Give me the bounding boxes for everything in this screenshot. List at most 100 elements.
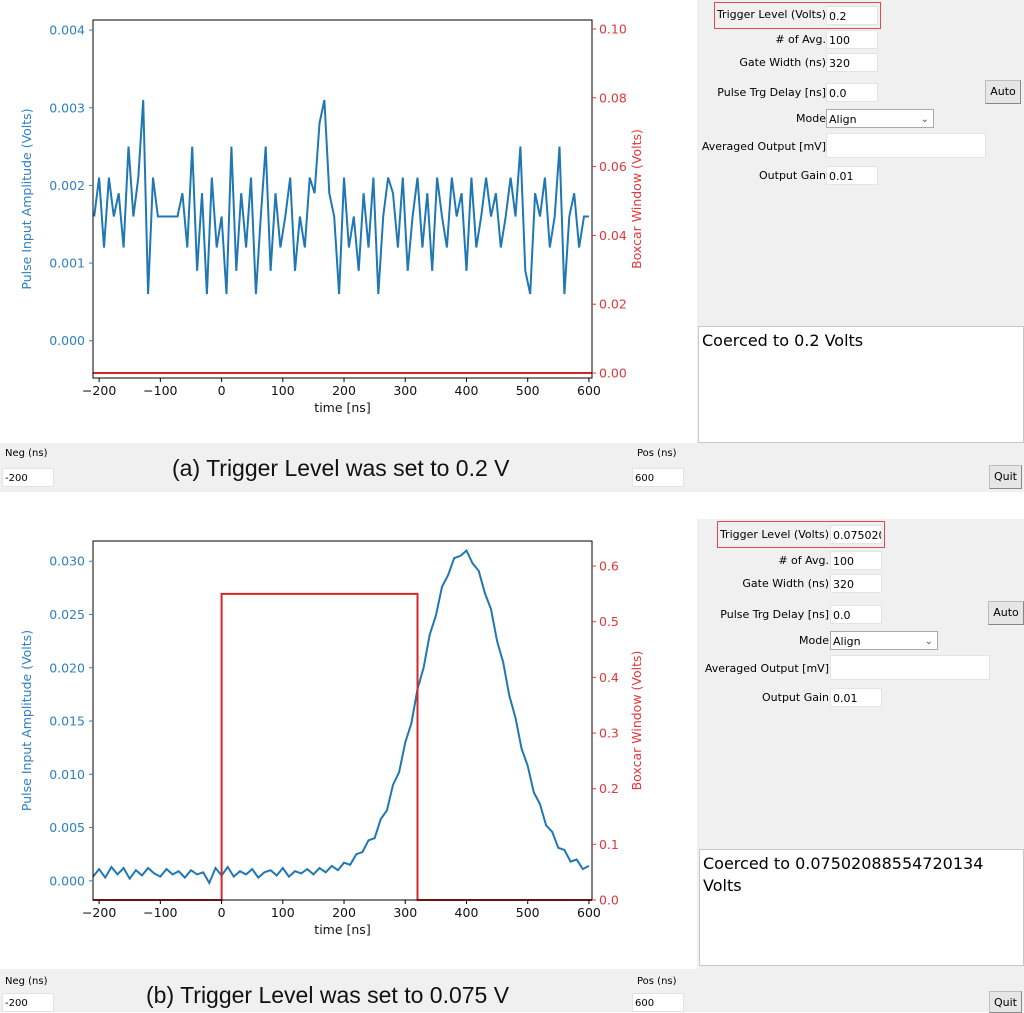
y-left-tick-label: 0.000 [49,333,85,348]
output-gain-label: Output Gain [762,691,829,704]
message-box[interactable]: Coerced to 0.2 Volts [698,326,1024,443]
y-left-tick-label: 0.003 [49,100,85,115]
plot-area: −200 −100 0 100 200 300 400 500 600 0.000 0.001 0.0… [0,0,697,443]
pulse-delay-input[interactable]: 0.0 [826,83,878,102]
y-left-tick-label: 0.004 [49,23,85,38]
y-right-tick-label: 0.04 [599,228,627,243]
trigger-level-label: Trigger Level (Volts) [719,528,829,541]
averaged-output-field[interactable] [830,655,990,680]
control-panel: Trigger Level (Volts) 0.2 # of Avg. 100 … [697,0,1024,443]
averaged-output-label: Averaged Output [mV] [701,140,826,153]
panel-a: −200 −100 0 100 200 300 400 500 600 0.000 0.001 0.0… [0,0,1024,492]
y-right-tick-label: 0.6 [599,559,619,574]
y-left-tick-label: 0.002 [49,178,85,193]
pos-label: Pos (ns) [637,976,677,987]
avg-label: # of Avg. [778,554,829,567]
trigger-level-input[interactable]: 0.0750208 [830,525,882,544]
bottom-bar: Neg (ns) -200 (b) Trigger Level was set … [0,969,1024,1013]
x-tick-label: 400 [455,905,479,920]
message-box[interactable]: Coerced to 0.07502088554720134 Volts [699,849,1024,966]
x-tick-label: 100 [271,383,295,398]
x-tick-label: 0 [218,905,226,920]
chart-a: −200 −100 0 100 200 300 400 500 600 0.000 0.001 0.0… [19,19,644,415]
axes-frame [92,19,593,379]
x-tick-label: 600 [577,905,601,920]
x-tick-label: 200 [332,905,356,920]
x-axis-label: time [ns] [314,400,370,415]
y-left-tick-label: 0.005 [49,820,85,835]
y-right-tick-label: 0.4 [599,670,619,685]
pos-input[interactable]: 600 [632,468,684,487]
y-right-tick-label: 0.1 [599,837,619,852]
output-gain-input[interactable]: 0.01 [830,688,882,707]
output-gain-input[interactable]: 0.01 [826,166,878,185]
pulse-delay-label: Pulse Trg Delay [ns] [720,608,829,621]
y-right-tick-label: 0.00 [599,366,627,381]
avg-input[interactable]: 100 [826,30,878,49]
x-tick-label: 100 [271,905,295,920]
mode-select[interactable]: Align ⌄ [826,109,934,128]
averaged-output-field[interactable] [826,133,986,158]
caption: (a) Trigger Level was set to 0.2 V [172,455,510,481]
pos-input[interactable]: 600 [632,993,684,1012]
neg-input[interactable]: -200 [2,468,54,487]
y-left-axis-label: Pulse Input Amplitude (Volts) [19,108,34,289]
chart-b: −200 −100 0 100 200 300 400 500 600 0.000 0.005 0.0… [19,540,644,937]
quit-button[interactable]: Quit [989,991,1022,1013]
y-right-tick-label: 0.3 [599,726,619,741]
x-tick-label: 300 [393,905,417,920]
y-right-tick-label: 0.0 [599,893,619,908]
auto-button[interactable]: Auto [988,601,1024,625]
trigger-highlight [717,521,885,548]
x-axis-label: time [ns] [314,922,370,937]
gate-width-label: Gate Width (ns) [742,577,829,590]
neg-input[interactable]: -200 [2,993,54,1012]
y-right-tick-label: 0.02 [599,297,627,312]
boxcar-series-line [93,592,592,901]
chevron-down-icon: ⌄ [920,114,929,125]
x-tick-label: 400 [455,383,479,398]
avg-label: # of Avg. [775,33,826,46]
trigger-highlight [714,2,881,29]
avg-input[interactable]: 100 [830,551,882,570]
x-tick-label: 600 [577,383,601,398]
x-tick-label: 500 [516,905,540,920]
x-tick-label: −100 [143,905,177,920]
x-tick-label: 500 [516,383,540,398]
neg-label: Neg (ns) [5,976,48,987]
pulse-series-line [93,99,589,295]
pulse-series-line [92,548,590,886]
neg-label: Neg (ns) [5,448,48,459]
x-tick-label: −200 [82,383,116,398]
quit-button[interactable]: Quit [989,465,1022,489]
y-right-axis-label: Boxcar Window (Volts) [629,129,644,269]
pulse-delay-input[interactable]: 0.0 [830,605,882,624]
trigger-level-input[interactable]: 0.2 [826,6,878,25]
x-tick-label: −200 [82,905,116,920]
bottom-bar: Neg (ns) -200 (a) Trigger Level was set … [0,443,1024,492]
pos-label: Pos (ns) [637,448,677,459]
y-left-tick-label: 0.025 [49,607,85,622]
y-left-tick-label: 0.015 [49,714,85,729]
y-left-tick-label: 0.020 [49,660,85,675]
axes-frame [92,540,593,901]
mode-value: Align [829,113,857,126]
y-left-tick-label: 0.000 [49,873,85,888]
y-left-tick-label: 0.001 [49,256,85,271]
gate-width-input[interactable]: 320 [830,574,882,593]
y-right-tick-label: 0.06 [599,159,627,174]
y-right-tick-label: 0.10 [599,21,627,36]
y-right-tick-label: 0.5 [599,614,619,629]
mode-select[interactable]: Align ⌄ [830,631,938,650]
output-gain-label: Output Gain [759,169,826,182]
control-panel: Trigger Level (Volts) 0.0750208 # of Avg… [697,519,1024,969]
chevron-down-icon: ⌄ [924,636,933,647]
y-right-tick-label: 0.08 [599,90,627,105]
pulse-delay-label: Pulse Trg Delay [ns] [717,86,826,99]
auto-button[interactable]: Auto [985,80,1021,104]
caption: (b) Trigger Level was set to 0.075 V [146,982,510,1008]
plot-area: −200 −100 0 100 200 300 400 500 600 0.000 0.005 0.0… [0,519,697,969]
gate-width-input[interactable]: 320 [826,53,878,72]
mode-value: Align [833,635,861,648]
mode-label: Mode [799,634,829,647]
